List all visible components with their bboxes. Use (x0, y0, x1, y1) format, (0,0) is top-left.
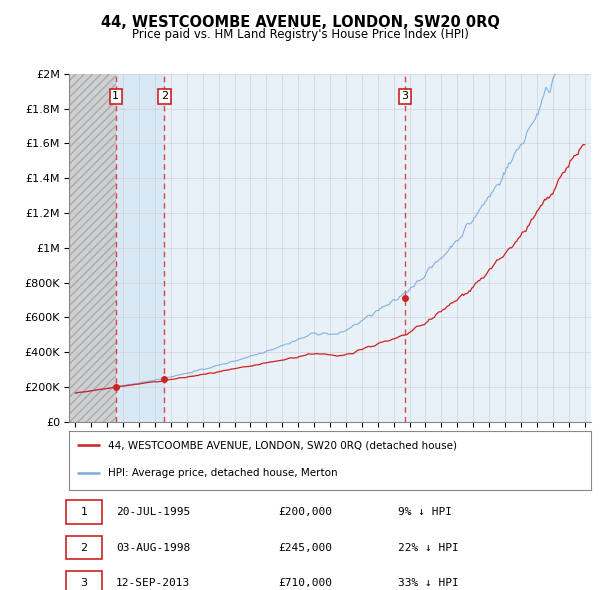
Text: 20-JUL-1995: 20-JUL-1995 (116, 507, 190, 517)
Bar (69, 74, 116, 422)
Text: Price paid vs. HM Land Registry's House Price Index (HPI): Price paid vs. HM Land Registry's House … (131, 28, 469, 41)
Text: 12-SEP-2013: 12-SEP-2013 (116, 578, 190, 588)
Text: 2: 2 (161, 91, 168, 101)
Text: 2: 2 (80, 543, 88, 552)
Text: 44, WESTCOOMBE AVENUE, LONDON, SW20 0RQ: 44, WESTCOOMBE AVENUE, LONDON, SW20 0RQ (101, 15, 499, 30)
Text: 3: 3 (80, 578, 88, 588)
FancyBboxPatch shape (67, 571, 102, 590)
Bar (69, 74, 116, 422)
Text: £710,000: £710,000 (278, 578, 332, 588)
Text: 33% ↓ HPI: 33% ↓ HPI (398, 578, 458, 588)
Text: 1: 1 (112, 91, 119, 101)
Text: £245,000: £245,000 (278, 543, 332, 552)
Text: 03-AUG-1998: 03-AUG-1998 (116, 543, 190, 552)
FancyBboxPatch shape (67, 536, 102, 559)
Text: £200,000: £200,000 (278, 507, 332, 517)
FancyBboxPatch shape (67, 500, 102, 524)
Text: 22% ↓ HPI: 22% ↓ HPI (398, 543, 458, 552)
Text: 9% ↓ HPI: 9% ↓ HPI (398, 507, 452, 517)
Bar (116, 74, 164, 422)
Text: 3: 3 (401, 91, 408, 101)
Text: 44, WESTCOOMBE AVENUE, LONDON, SW20 0RQ (detached house): 44, WESTCOOMBE AVENUE, LONDON, SW20 0RQ … (108, 441, 457, 450)
Text: HPI: Average price, detached house, Merton: HPI: Average price, detached house, Mert… (108, 468, 338, 478)
Text: 1: 1 (80, 507, 88, 517)
